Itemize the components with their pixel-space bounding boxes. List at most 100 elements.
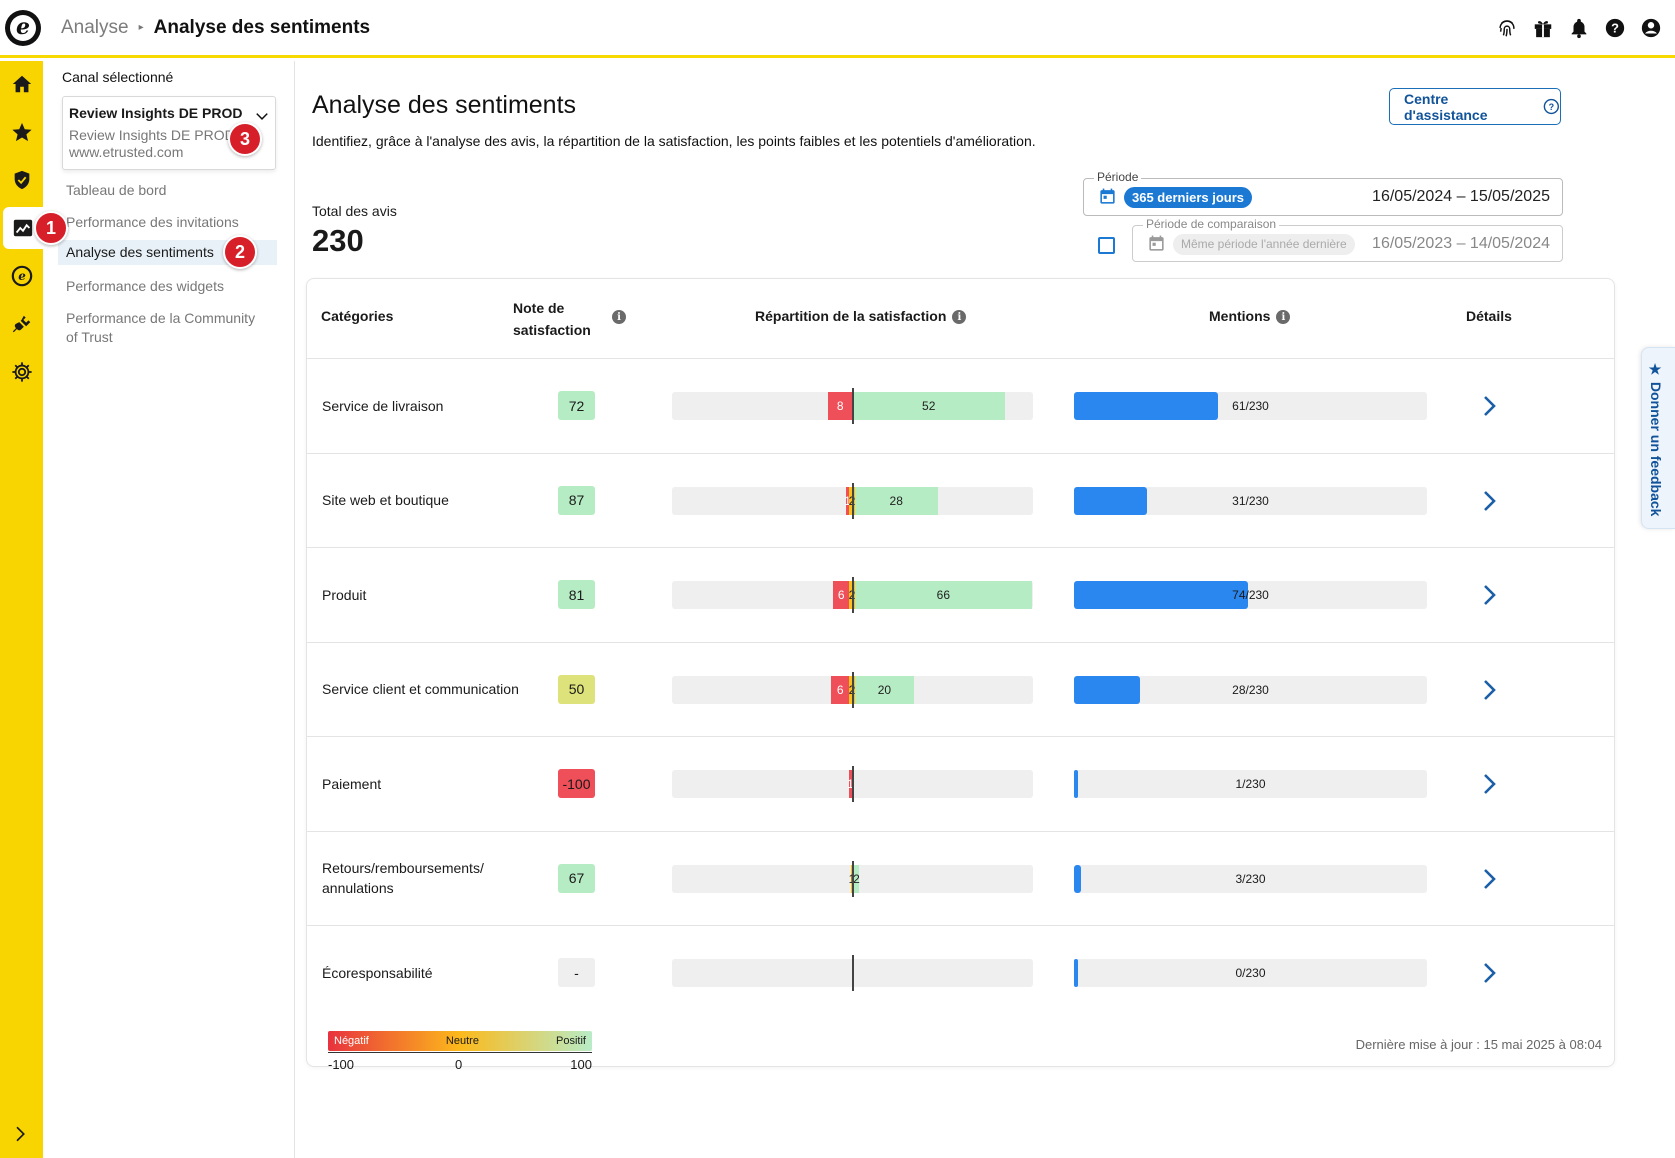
table-row[interactable]: Site web et boutique 87 1228 31/230	[307, 454, 1614, 548]
table-row[interactable]: Retours/remboursements/ annulations 67 12 3…	[307, 832, 1614, 926]
mentions-count: 61/230	[1232, 399, 1269, 413]
analytics-icon[interactable]	[3, 207, 43, 249]
chevron-right-icon[interactable]	[1477, 484, 1503, 518]
negative-segment[interactable]: 6	[831, 675, 850, 704]
subnav-item-invitations[interactable]: Performance des invitations	[66, 214, 239, 230]
top-bar: e Analyse ▸ Analyse des sentiments ?	[0, 0, 1675, 58]
negative-segment[interactable]: 8	[828, 392, 852, 420]
distribution-bar: 1	[672, 766, 1033, 802]
mentions-fill	[1074, 770, 1078, 798]
subnav-item-community[interactable]: Performance de la Community of Trust	[66, 310, 256, 345]
question-circle-icon: ?	[1544, 98, 1560, 115]
table-row[interactable]: Produit 81 6266 74/230	[307, 548, 1614, 643]
etrusted-logo[interactable]: e	[5, 9, 41, 46]
subnav-item-widgets[interactable]: Performance des widgets	[66, 278, 224, 294]
positive-segment[interactable]: 2	[853, 864, 860, 893]
table-header: Catégories Note de satisfaction i Répart…	[307, 279, 1614, 359]
mentions-bar: 61/230	[1074, 392, 1427, 420]
satisfaction-score-badge: -	[558, 958, 595, 987]
help-center-label: Centre d'assistance	[1404, 90, 1488, 123]
score-header-line1: Note de	[513, 300, 565, 316]
calendar-icon	[1147, 234, 1166, 258]
calendar-icon	[1098, 187, 1117, 211]
score-info-icon[interactable]: i	[612, 310, 626, 324]
chevron-right-icon[interactable]	[1477, 673, 1503, 707]
chevron-right-icon[interactable]	[1477, 767, 1503, 801]
channel-selector[interactable]: Review Insights DE PROD Review Insights …	[62, 96, 276, 170]
distribution-info-icon[interactable]: i	[952, 310, 967, 325]
comparison-period-selector[interactable]: Période de comparaison Même période l'an…	[1132, 217, 1563, 262]
neutral-segment[interactable]: 1	[849, 864, 855, 893]
home-icon[interactable]	[0, 63, 43, 105]
account-icon[interactable]	[1639, 16, 1663, 40]
zero-line	[852, 482, 854, 519]
distribution-bar: 6220	[672, 671, 1033, 708]
etrusted-icon[interactable]: e	[0, 255, 43, 297]
fingerprint-icon[interactable]	[1495, 16, 1519, 40]
subnav-item-dashboard[interactable]: Tableau de bord	[66, 182, 167, 198]
analysis-subnav: Canal sélectionné Review Insights DE PRO…	[43, 61, 295, 1158]
column-header-details: Détails	[1466, 308, 1512, 324]
star-icon[interactable]	[0, 111, 43, 153]
last-update-text: Dernière mise à jour : 15 mai 2025 à 08:…	[1355, 1037, 1602, 1052]
mentions-bar: 1/230	[1074, 770, 1427, 798]
column-header-distribution: Répartition de la satisfaction i	[755, 308, 967, 325]
comparison-preset-chip[interactable]: Même période l'année dernière	[1173, 234, 1355, 255]
comparison-checkbox[interactable]	[1098, 237, 1115, 254]
mentions-fill	[1074, 959, 1078, 987]
mentions-count: 3/230	[1235, 871, 1266, 886]
zero-line	[852, 955, 854, 991]
mentions-fill	[1074, 486, 1147, 515]
chevron-right-icon[interactable]	[1477, 389, 1503, 423]
total-reviews-value: 230	[312, 223, 364, 258]
main-navigation-rail: e	[0, 61, 43, 1158]
negative-segment[interactable]: 1	[847, 770, 854, 798]
negative-segment[interactable]: 6	[833, 581, 850, 609]
table-row[interactable]: Service client et communication 50 6220 28/…	[307, 643, 1614, 737]
positive-segment[interactable]: 66	[854, 581, 1032, 609]
mentions-bar: 3/230	[1074, 864, 1427, 893]
main-content: Analyse des sentiments Identifiez, grâce…	[296, 61, 1675, 1158]
mentions-count: 28/230	[1232, 682, 1269, 697]
chevron-right-icon[interactable]	[1477, 578, 1503, 612]
column-header-score: Note de satisfaction	[513, 297, 591, 341]
positive-segment[interactable]: 20	[854, 675, 914, 704]
zero-line	[852, 860, 854, 897]
chevron-right-icon[interactable]	[1477, 862, 1503, 896]
mentions-info-icon[interactable]: i	[1276, 310, 1291, 325]
table-row[interactable]: Service de livraison 72 8 52 61/230	[307, 359, 1614, 454]
chevron-right-icon[interactable]	[1477, 956, 1503, 990]
shield-icon[interactable]	[0, 159, 43, 201]
period-label: Période	[1094, 170, 1142, 184]
bell-icon[interactable]	[1567, 16, 1591, 40]
channel-url: www.etrusted.com	[69, 144, 184, 160]
expand-sidebar-icon[interactable]	[11, 1125, 29, 1148]
mentions-fill	[1074, 392, 1218, 420]
positive-segment[interactable]: 52	[852, 392, 1006, 420]
chevron-down-icon[interactable]	[255, 109, 269, 128]
distribution-bar: 6266	[672, 577, 1033, 613]
scale-positive-label: Positif	[556, 1035, 586, 1047]
scale-tick-zero: 0	[455, 1057, 463, 1072]
positive-segment[interactable]: 28	[854, 486, 938, 515]
breadcrumb-current: Analyse des sentiments	[153, 16, 371, 38]
plug-icon[interactable]	[0, 303, 43, 345]
feedback-tab[interactable]: ★ Donner un feedback	[1641, 347, 1675, 529]
scale-gradient: Négatif Neutre Positif	[328, 1031, 592, 1051]
mentions-count: 1/230	[1235, 777, 1266, 791]
sentiment-table: Catégories Note de satisfaction i Répart…	[306, 278, 1615, 1067]
breadcrumb-parent[interactable]: Analyse	[61, 16, 129, 38]
settings-icon[interactable]	[0, 351, 43, 393]
mentions-fill	[1074, 675, 1140, 704]
help-center-button[interactable]: Centre d'assistance ?	[1389, 88, 1561, 125]
table-row[interactable]: Paiement -100 1 1/230	[307, 737, 1614, 832]
period-selector[interactable]: Période 365 derniers jours 16/05/2024 – …	[1083, 170, 1563, 216]
step-marker-2: 2	[223, 235, 257, 269]
gift-icon[interactable]	[1531, 16, 1555, 40]
period-preset-chip[interactable]: 365 derniers jours	[1124, 187, 1252, 208]
help-icon[interactable]: ?	[1603, 16, 1627, 40]
table-row[interactable]: Écoresponsabilité - 0/230	[307, 926, 1614, 1021]
mentions-count: 0/230	[1235, 966, 1266, 980]
negative-segment[interactable]: 1	[844, 486, 851, 515]
score-header-line2: satisfaction	[513, 322, 591, 338]
